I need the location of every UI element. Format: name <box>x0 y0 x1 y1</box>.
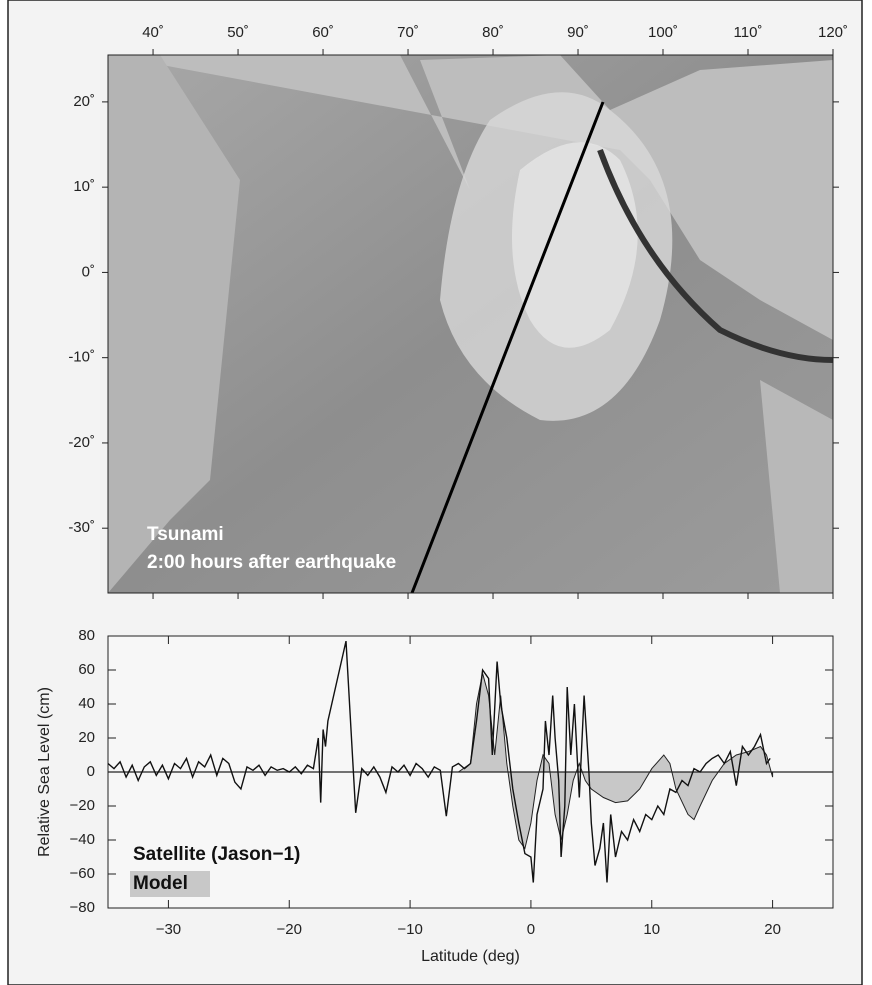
y-tick-label: 60 <box>78 661 95 678</box>
annotation: 2:00 hours after earthquake <box>147 552 396 573</box>
x-tick-label: 80˚ <box>482 24 504 41</box>
y-tick-label: 10˚ <box>73 178 95 195</box>
x-tick-label: 20 <box>764 921 781 938</box>
legend-label: Model <box>133 873 188 894</box>
y-axis-label: Relative Sea Level (cm) <box>36 687 53 857</box>
y-tick-label: −20 <box>70 797 95 814</box>
legend-label: Satellite (Jason−1) <box>133 844 300 865</box>
y-tick-label: 40 <box>78 695 95 712</box>
x-tick-label: −30 <box>156 921 181 938</box>
map-image <box>108 55 833 593</box>
y-tick-label: 0˚ <box>82 263 95 280</box>
y-tick-label: 20 <box>78 729 95 746</box>
x-tick-label: 10 <box>643 921 660 938</box>
x-tick-label: 50˚ <box>227 24 249 41</box>
annotation: Tsunami <box>147 524 224 545</box>
x-tick-label: −20 <box>277 921 302 938</box>
y-tick-label: −80 <box>70 899 95 916</box>
y-tick-label: 20˚ <box>73 93 95 110</box>
y-tick-label: -10˚ <box>68 349 95 366</box>
figure: 40˚ 50˚ 60˚ 70˚ 80˚ 90˚ 100˚ 110˚ 120˚ 20˚ 10˚ 0˚ -1… <box>0 0 872 985</box>
y-tick-label: −60 <box>70 865 95 882</box>
y-tick-label: 80 <box>78 627 95 644</box>
x-tick-label: 70˚ <box>397 24 419 41</box>
x-tick-label: −10 <box>397 921 422 938</box>
y-tick-label: -20˚ <box>68 434 95 451</box>
x-tick-label: 110˚ <box>734 24 763 41</box>
x-axis-label: Latitude (deg) <box>421 948 520 965</box>
x-tick-label: 40˚ <box>142 24 164 41</box>
y-tick-label: 0 <box>87 763 95 780</box>
y-tick-label: −40 <box>70 831 95 848</box>
x-tick-label: 0 <box>527 921 535 938</box>
x-tick-label: 120˚ <box>818 24 848 41</box>
y-tick-label: -30˚ <box>68 519 95 536</box>
x-tick-label: 100˚ <box>648 24 678 41</box>
x-tick-label: 90˚ <box>567 24 589 41</box>
x-tick-label: 60˚ <box>312 24 334 41</box>
